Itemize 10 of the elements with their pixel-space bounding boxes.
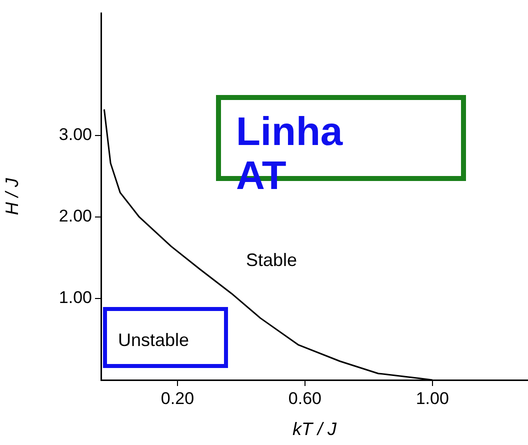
y-tick-label: 2.00 (58, 206, 92, 226)
y-tick-label: 3.00 (58, 125, 92, 144)
x-axis-title: kT / J (292, 419, 338, 440)
x-tick-label: 1.00 (416, 388, 449, 408)
annotation: Unstable (118, 330, 190, 351)
y-tick-label: 1.00 (58, 288, 92, 308)
x-tick-label: 0.60 (288, 388, 322, 408)
x-tick-label: 0.20 (160, 388, 194, 408)
y-axis-title: H / J (2, 177, 22, 216)
annotation: Stable (246, 250, 298, 271)
